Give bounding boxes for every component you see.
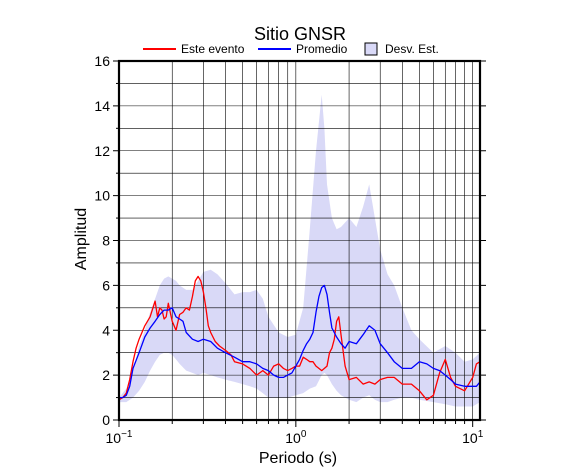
y-tick-label: 8 bbox=[102, 233, 110, 249]
series-layer bbox=[118, 275, 481, 401]
y-tick-label: 16 bbox=[94, 53, 110, 69]
tick-layer: 0 2 4 6 8 10 12 14 16 10−1 100 101 bbox=[94, 53, 486, 446]
x-tick-label: 10−1 bbox=[106, 429, 133, 446]
y-tick-label: 6 bbox=[102, 277, 110, 293]
legend: Este evento Promedio Desv. Est. bbox=[143, 42, 439, 56]
legend-label-este-evento: Este evento bbox=[181, 42, 245, 56]
legend-swatch-desv-est bbox=[364, 42, 378, 56]
y-tick-label: 0 bbox=[102, 412, 110, 428]
legend-label-desv-est: Desv. Est. bbox=[385, 42, 439, 56]
y-tick-label: 12 bbox=[94, 143, 110, 159]
series-line-promedio bbox=[119, 284, 481, 399]
x-axis-label: Periodo (s) bbox=[259, 450, 337, 467]
y-tick-label: 14 bbox=[94, 98, 110, 114]
plot-area: 0 2 4 6 8 10 12 14 16 10−1 100 101 bbox=[94, 53, 486, 446]
grid-layer bbox=[118, 60, 480, 421]
y-tick-label: 4 bbox=[102, 322, 110, 338]
series-line-este-evento bbox=[118, 275, 481, 401]
chart-title: Sitio GNSR bbox=[254, 24, 346, 44]
y-tick-label: 10 bbox=[94, 188, 110, 204]
y-tick-label: 2 bbox=[102, 367, 110, 383]
x-tick-label: 100 bbox=[285, 429, 307, 446]
x-tick-label: 101 bbox=[462, 429, 484, 446]
y-axis-label: Amplitud bbox=[73, 208, 90, 270]
legend-label-promedio: Promedio bbox=[296, 42, 348, 56]
